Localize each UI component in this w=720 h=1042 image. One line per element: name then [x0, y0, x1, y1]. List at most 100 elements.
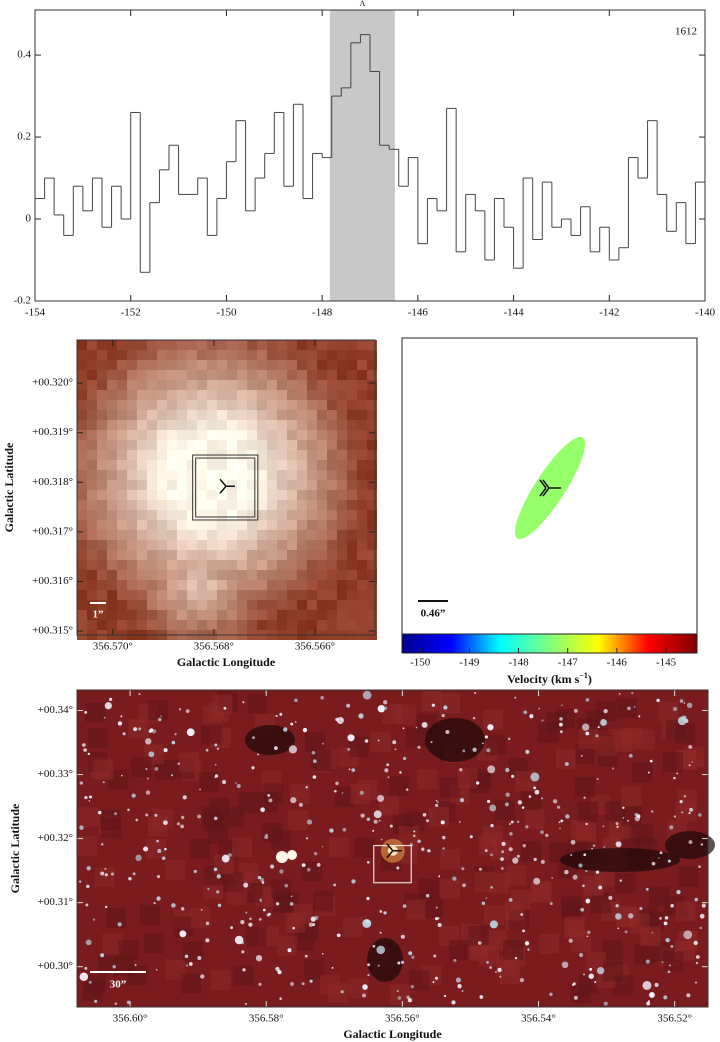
pixel — [267, 480, 277, 490]
pixel — [327, 520, 337, 530]
star — [437, 923, 442, 928]
star — [351, 768, 356, 772]
pixel — [257, 390, 267, 400]
pixel — [217, 480, 227, 490]
star — [587, 930, 591, 934]
pixel — [177, 540, 187, 550]
pixel — [207, 600, 217, 610]
star — [413, 830, 416, 833]
pixel — [357, 550, 367, 560]
star — [298, 802, 303, 807]
pixel — [227, 580, 237, 590]
pixel — [327, 480, 337, 490]
star — [128, 876, 132, 881]
star — [481, 901, 486, 906]
x-tick-label: -150 — [216, 307, 237, 319]
pixel — [157, 610, 167, 620]
star — [654, 982, 659, 987]
y-tick-label: +00.33° — [38, 768, 73, 780]
pixel — [197, 360, 207, 370]
pixel — [217, 540, 227, 550]
pixel — [137, 550, 147, 560]
pixel — [307, 460, 317, 470]
star — [667, 859, 671, 863]
star — [351, 879, 356, 884]
star — [290, 722, 294, 726]
pixel — [197, 550, 207, 560]
pixel — [187, 460, 197, 470]
noise — [570, 820, 591, 841]
pixel — [297, 400, 307, 410]
pixel — [267, 620, 277, 630]
star — [252, 736, 255, 740]
noise — [474, 871, 495, 892]
pixel — [147, 540, 157, 550]
pixel — [167, 350, 177, 360]
pixel — [97, 490, 107, 500]
star — [431, 703, 436, 707]
pixel — [147, 390, 157, 400]
pixel — [197, 600, 207, 610]
pixel — [177, 470, 187, 480]
pixel — [267, 350, 277, 360]
pixel — [297, 360, 307, 370]
noise — [555, 748, 576, 769]
pixel — [87, 580, 97, 590]
pixel — [317, 410, 327, 420]
pixel — [307, 560, 317, 570]
pixel — [237, 510, 247, 520]
star — [683, 702, 686, 704]
star — [410, 985, 414, 989]
pixel — [247, 500, 257, 510]
star — [134, 964, 137, 967]
pixel — [197, 370, 207, 380]
pixel — [157, 570, 167, 580]
pixel — [117, 360, 127, 370]
pixel — [337, 540, 347, 550]
star — [92, 918, 96, 921]
pixel — [317, 430, 327, 440]
y-tick-label: +00.31° — [38, 896, 73, 908]
star — [572, 874, 578, 880]
star — [156, 875, 161, 879]
pixel — [327, 390, 337, 400]
pixel — [357, 560, 367, 570]
star — [79, 880, 82, 883]
pixel — [147, 500, 157, 510]
pixel — [247, 430, 257, 440]
pixel — [107, 590, 117, 600]
pixel — [177, 340, 187, 350]
pixel — [237, 340, 247, 350]
noise — [94, 867, 115, 888]
pixel — [237, 490, 247, 500]
star — [651, 861, 656, 866]
pixel — [177, 360, 187, 370]
pixel — [107, 390, 117, 400]
pixel — [197, 420, 207, 430]
star — [79, 972, 89, 982]
pixel — [207, 350, 217, 360]
pixel — [217, 620, 227, 630]
star — [676, 889, 681, 895]
pixel — [117, 340, 127, 350]
pixel — [297, 570, 307, 580]
star — [284, 883, 289, 888]
star — [275, 714, 278, 718]
pixel — [127, 450, 137, 460]
pixel — [237, 620, 247, 630]
pixel — [287, 520, 297, 530]
pixel — [317, 390, 327, 400]
star — [197, 814, 202, 819]
pixel — [107, 440, 117, 450]
star — [686, 702, 693, 709]
x-tick-label: 356.570° — [93, 641, 133, 653]
star — [490, 853, 493, 857]
pixel — [257, 400, 267, 410]
pixel — [97, 440, 107, 450]
pixel — [147, 510, 157, 520]
pixel — [357, 400, 367, 410]
pixel — [207, 620, 217, 630]
pixel — [197, 380, 207, 390]
star — [292, 926, 295, 930]
noise — [131, 757, 152, 778]
